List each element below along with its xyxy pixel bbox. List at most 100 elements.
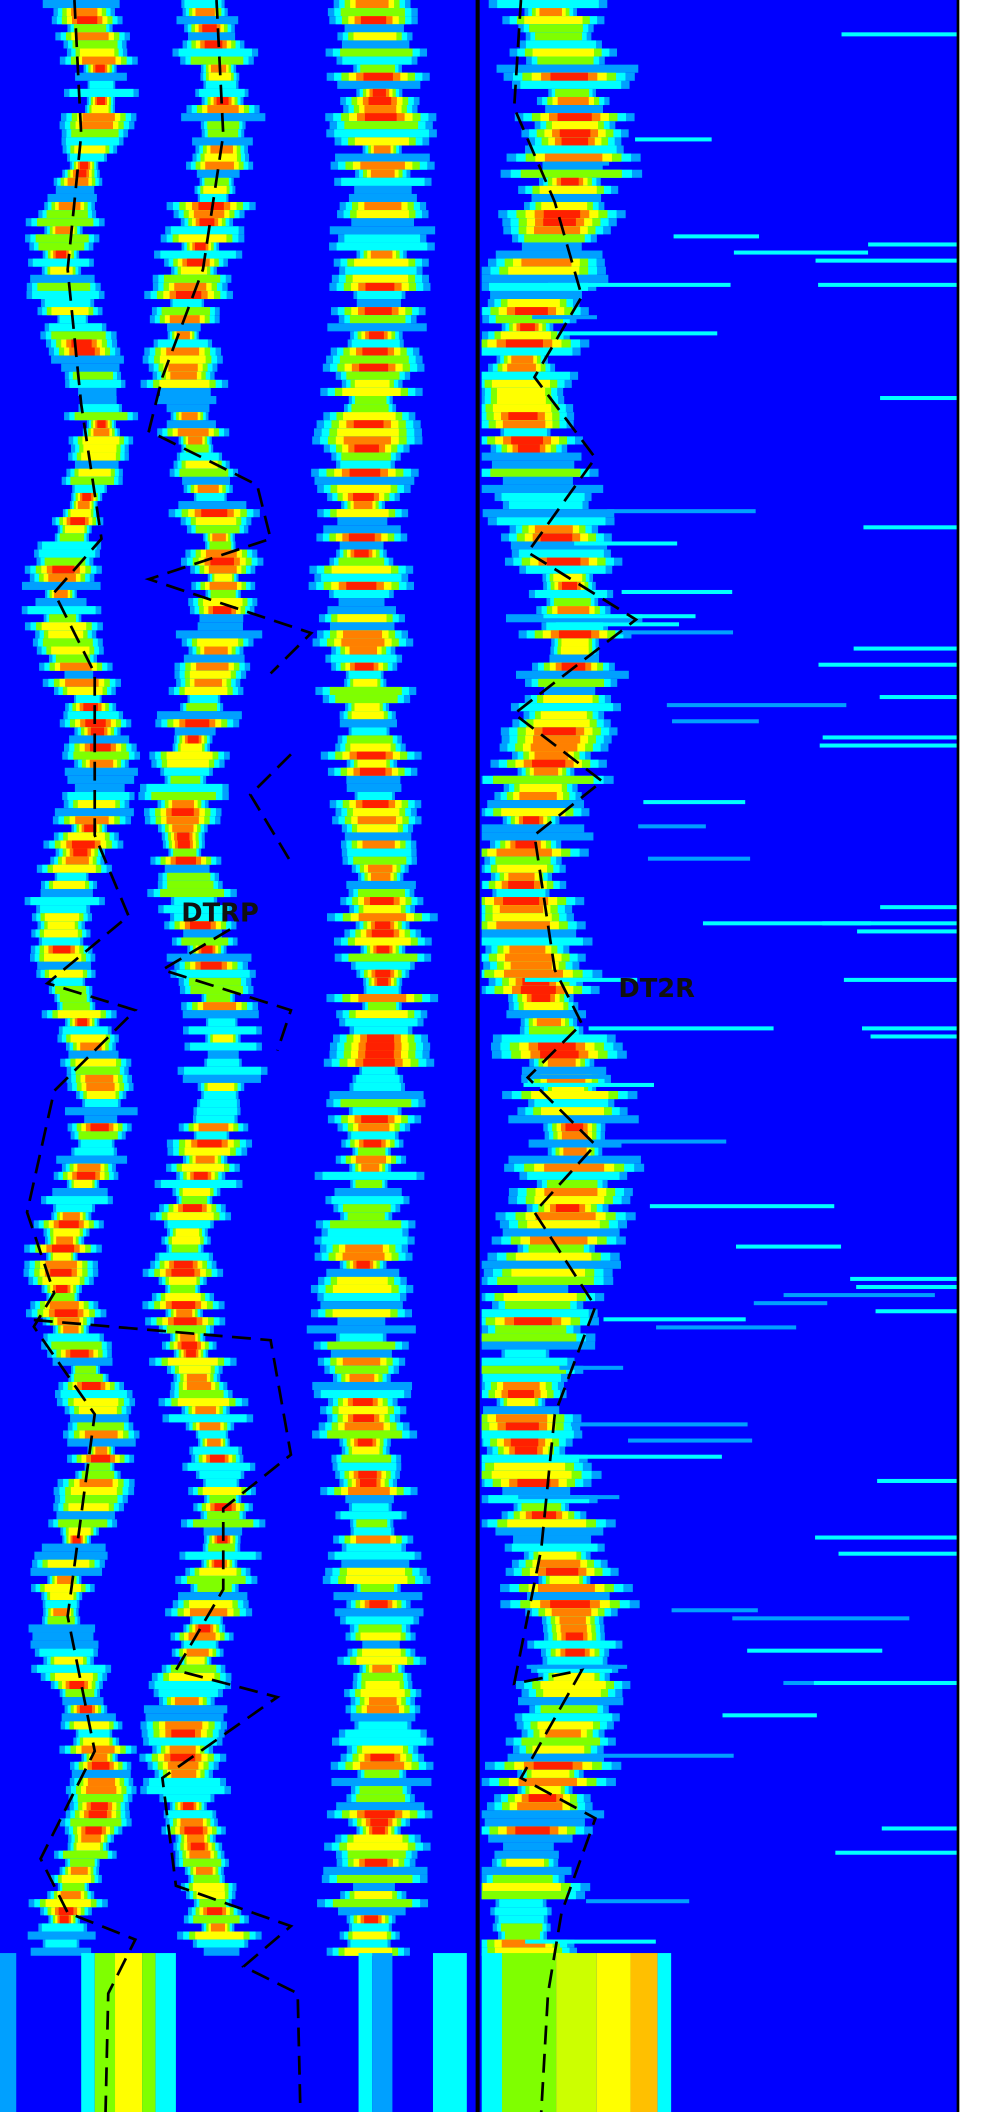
streak [324, 1293, 400, 1301]
streak [546, 1568, 578, 1576]
streak [482, 824, 585, 832]
streak [377, 978, 388, 986]
streak [856, 1285, 958, 1289]
streak [70, 517, 85, 525]
streak [527, 1592, 610, 1600]
streak [747, 1649, 882, 1653]
streak [43, 638, 93, 646]
streak [185, 1148, 231, 1156]
streak [195, 8, 214, 16]
streak [36, 234, 89, 242]
streak [506, 1422, 539, 1430]
streak [339, 558, 385, 566]
streak [168, 364, 197, 372]
streak [505, 1350, 546, 1358]
streak [184, 655, 245, 663]
streak [482, 937, 583, 945]
streak [75, 73, 127, 81]
streak [77, 1172, 95, 1180]
streak [353, 1932, 387, 1940]
streak [45, 299, 91, 307]
streak [163, 1794, 210, 1802]
streak [527, 1220, 600, 1228]
streak [880, 905, 958, 909]
streak [167, 420, 216, 428]
streak [195, 1406, 216, 1414]
streak [341, 638, 384, 646]
streak [167, 873, 210, 881]
streak [176, 1309, 192, 1317]
streak [537, 1018, 561, 1026]
streak [92, 1762, 109, 1770]
streak [330, 687, 402, 695]
streak [351, 1131, 395, 1139]
streak [508, 1390, 534, 1398]
streak [65, 1495, 117, 1503]
streak [550, 1600, 590, 1608]
streak [723, 1713, 817, 1717]
streak [485, 1818, 585, 1826]
streak [71, 509, 91, 517]
streak [176, 1228, 199, 1236]
streak [165, 865, 210, 873]
streak [34, 1552, 107, 1560]
streak [540, 1681, 605, 1689]
streak [541, 711, 587, 719]
streak [172, 808, 194, 816]
streak [183, 1188, 210, 1196]
streak [362, 1649, 401, 1657]
streak [508, 267, 579, 275]
streak [545, 105, 603, 113]
streak [362, 348, 387, 356]
streak [155, 1681, 226, 1689]
streak [372, 1953, 392, 2112]
streak [558, 113, 592, 121]
streak [170, 1285, 195, 1293]
streak [45, 913, 79, 921]
streak [354, 420, 384, 428]
streak [370, 1754, 394, 1762]
streak [188, 735, 199, 743]
streak [178, 1398, 229, 1406]
streak [49, 323, 102, 331]
streak [327, 1430, 402, 1438]
streak [361, 1115, 388, 1123]
streak [364, 202, 401, 210]
streak [171, 1770, 196, 1778]
streak [75, 485, 105, 493]
streak [353, 1083, 401, 1091]
streak [531, 1770, 569, 1778]
streak [80, 162, 88, 170]
streak [509, 946, 545, 954]
streak [539, 8, 561, 16]
streak [503, 897, 539, 905]
streak [515, 307, 548, 315]
streak [159, 1689, 218, 1697]
streak [547, 1180, 598, 1188]
streak [362, 1673, 404, 1681]
streak [337, 242, 428, 250]
streak [70, 1818, 121, 1826]
streak [354, 186, 412, 194]
streak [352, 727, 387, 735]
streak [347, 735, 393, 743]
streak [532, 194, 602, 202]
streak [365, 113, 397, 121]
streak [312, 1382, 412, 1390]
streak [323, 1867, 427, 1875]
streak [175, 1697, 199, 1705]
streak [59, 1220, 79, 1228]
streak [146, 1713, 224, 1721]
streak [583, 1140, 726, 1144]
streak [354, 501, 373, 509]
streak [166, 348, 199, 356]
streak [64, 671, 93, 679]
streak [91, 1802, 108, 1810]
streak [331, 1778, 431, 1786]
streak [345, 832, 411, 840]
streak [199, 614, 243, 622]
streak [74, 1374, 103, 1382]
streak [359, 1624, 402, 1632]
streak [67, 1439, 135, 1447]
streak [559, 630, 591, 638]
